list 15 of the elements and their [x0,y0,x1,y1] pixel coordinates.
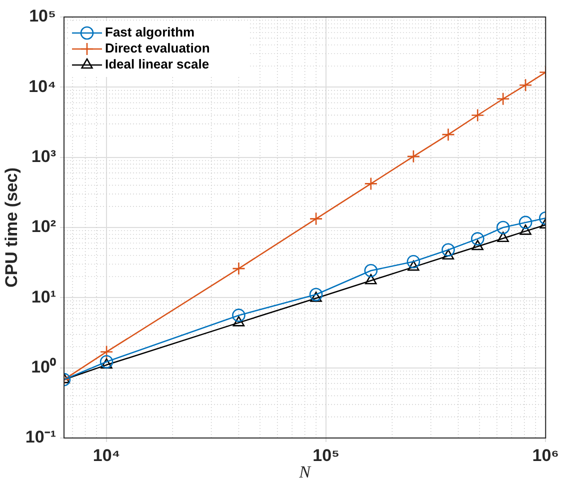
y-tick-label: 10⁴ [28,76,56,96]
x-axis-title: N [298,462,312,482]
x-tick-label: 10⁵ [312,446,340,465]
y-tick-label: 10¹ [31,287,56,306]
y-tick-label: 10² [31,217,56,236]
y-tick-label: 10⁰ [31,358,56,377]
legend-label: Ideal linear scale [105,56,210,72]
legend-label: Direct evaluation [105,40,210,56]
legend-label: Fast algorithm [105,24,195,40]
x-tick-label: 10⁴ [92,446,120,465]
x-tick-label: 10⁶ [532,446,560,465]
y-tick-label: 10⁻¹ [25,428,56,447]
y-tick-label: 10³ [31,147,56,166]
y-tick-label: 10⁵ [29,6,56,26]
y-axis-title: CPU time (sec) [2,168,21,288]
